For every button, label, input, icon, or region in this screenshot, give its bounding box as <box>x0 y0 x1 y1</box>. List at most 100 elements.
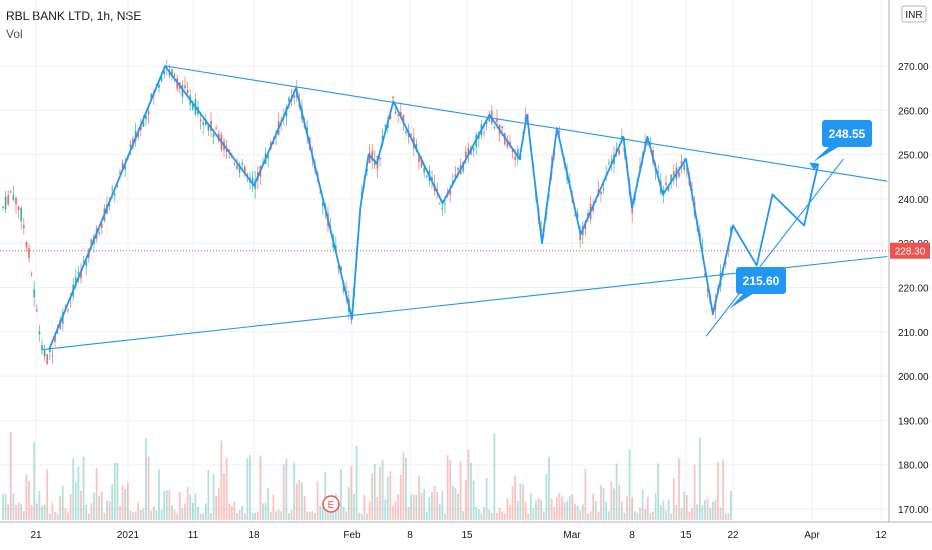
volume-bar <box>119 505 121 520</box>
candle-body <box>85 260 88 266</box>
price-tick-label: 250.00 <box>898 151 929 162</box>
candle-body <box>631 207 634 214</box>
volume-bar <box>519 483 522 520</box>
volume-bar <box>90 503 93 520</box>
candle-body <box>243 166 246 173</box>
volume-bar <box>496 512 498 520</box>
volume-bar <box>449 460 452 520</box>
time-tick-label: 22 <box>727 530 739 541</box>
candle-body <box>155 84 158 86</box>
candle-body <box>467 147 470 154</box>
volume-bar <box>381 460 384 520</box>
volume-bar <box>20 504 23 520</box>
volume-bar <box>129 510 132 520</box>
volume-bar <box>594 500 597 520</box>
candle-body <box>17 206 20 211</box>
volume-bar <box>415 494 418 520</box>
candle-body <box>672 171 675 176</box>
volume-bar <box>488 509 491 520</box>
candle-body <box>618 150 621 155</box>
candle-body <box>98 232 101 234</box>
volume-bar <box>714 500 717 520</box>
volume-bar <box>730 490 732 520</box>
volume-bar <box>457 493 459 520</box>
candle-body <box>288 97 290 102</box>
volume-bar <box>568 495 571 520</box>
volume-label: Vol <box>6 27 23 41</box>
volume-bar <box>633 511 636 520</box>
volume-bar <box>207 469 210 520</box>
price-tick-label: 270.00 <box>898 62 929 73</box>
volume-bar <box>56 513 59 520</box>
candle-body <box>38 331 41 335</box>
volume-bar <box>654 492 657 520</box>
volume-bar <box>363 494 366 520</box>
volume-bar <box>376 497 379 520</box>
volume-bar <box>59 496 62 520</box>
candle-body <box>54 335 56 343</box>
candle-body <box>454 174 457 179</box>
volume-bar <box>22 511 25 520</box>
currency-badge[interactable]: INR <box>901 5 927 23</box>
volume-bar <box>238 509 241 520</box>
volume-bar <box>698 437 701 520</box>
callout-215.60: 215.60 <box>729 267 786 309</box>
zigzag-wave <box>48 65 820 350</box>
candle-body <box>449 189 452 196</box>
volume-bar <box>405 457 407 520</box>
volume-bar <box>506 498 509 520</box>
candle-body <box>506 139 509 147</box>
candle-body <box>163 70 166 75</box>
candle-body <box>293 95 296 98</box>
time-axis[interactable]: 21 2021 11 18 Feb 8 15 Mar 8 15 22 Apr 12 <box>30 530 887 541</box>
volume-bar <box>246 458 249 520</box>
volume-bar <box>626 496 628 520</box>
callout-box <box>736 267 786 294</box>
candlesticks <box>2 59 732 366</box>
volume-bar <box>171 505 173 520</box>
volume-bar <box>223 473 225 520</box>
candle-body <box>488 117 491 122</box>
candle-body <box>399 111 402 116</box>
volume-bar <box>152 506 155 520</box>
earnings-marker[interactable]: E <box>322 495 340 513</box>
volume-bar <box>454 487 457 520</box>
volume-bar <box>646 496 649 520</box>
volume-bar <box>722 460 725 520</box>
volume-bar <box>204 503 207 520</box>
volume-bar <box>181 508 184 520</box>
volume-bar <box>230 505 233 520</box>
volume-bar <box>228 503 231 520</box>
candle-body <box>441 207 444 210</box>
candle-body <box>706 289 709 292</box>
volume-bar <box>696 504 699 520</box>
volume-bar <box>537 497 540 520</box>
candle-body <box>46 354 49 364</box>
volume-bar <box>436 492 439 520</box>
volume-bar <box>433 485 436 520</box>
current-price-tag-label: 228.30 <box>895 247 926 258</box>
volume-bar <box>233 501 236 520</box>
volume-bar <box>691 507 693 520</box>
candle-body <box>116 184 119 187</box>
candle-body <box>77 271 80 274</box>
candle-body <box>186 89 189 94</box>
candle-body <box>724 262 727 265</box>
time-tick-label: 15 <box>461 530 473 541</box>
price-axis[interactable]: 270.00260.00250.00240.00230.00220.00210.… <box>898 62 929 516</box>
earnings-marker-label: E <box>328 500 335 511</box>
volume-bar <box>529 492 532 520</box>
candle-body <box>207 124 210 131</box>
volume-bar <box>321 506 324 520</box>
volume-bar <box>571 494 574 520</box>
time-tick-label: 8 <box>407 530 413 541</box>
candle-body <box>90 239 93 247</box>
time-tick-label: 8 <box>629 530 635 541</box>
volume-bar <box>719 507 722 520</box>
volume-bar <box>212 473 215 520</box>
volume-bar <box>61 485 64 520</box>
volume-bar <box>280 511 283 520</box>
candle-body <box>168 72 171 76</box>
time-tick-label: 15 <box>680 530 692 541</box>
